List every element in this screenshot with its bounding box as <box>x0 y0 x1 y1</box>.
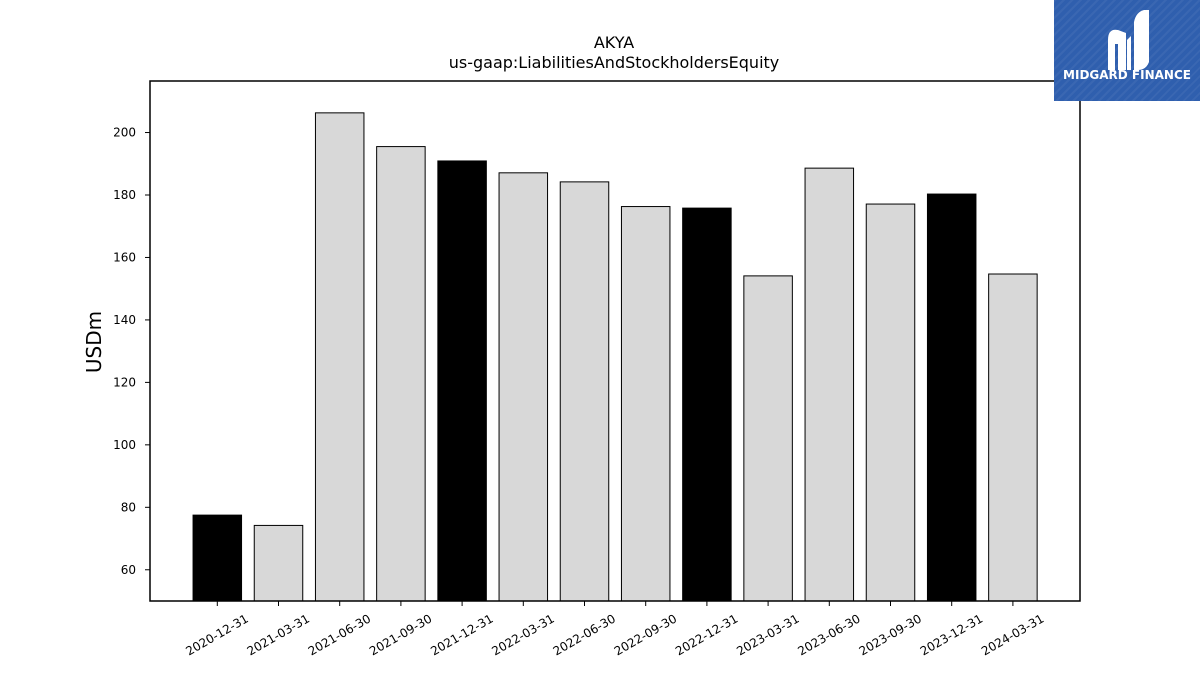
x-tick-label: 2023-03-31 <box>734 611 801 658</box>
y-tick-label: 120 <box>113 375 136 389</box>
x-tick-label: 2023-06-30 <box>795 611 862 658</box>
x-tick-label: 2022-12-31 <box>673 611 740 658</box>
bar-2023-09-30 <box>865 203 916 602</box>
y-axis-ticks: 60 80 100 120 140 160 180 200 <box>113 126 150 577</box>
bar-2022-12-31 <box>682 207 732 602</box>
bar-2021-06-30 <box>314 112 365 602</box>
x-axis-ticks: 2020-12-312021-03-312021-06-302021-09-30… <box>183 601 1046 658</box>
x-tick-label: 2022-06-30 <box>551 611 618 658</box>
y-tick-label: 160 <box>113 250 136 264</box>
y-tick-label: 200 <box>113 126 136 140</box>
plot-frame <box>149 80 1081 602</box>
chart-title: AKYA <box>594 33 634 52</box>
bar-2022-06-30 <box>559 181 610 602</box>
x-tick-label: 2022-09-30 <box>612 611 679 658</box>
x-tick-label: 2021-12-31 <box>428 611 495 658</box>
bars-group <box>192 112 1038 602</box>
bar-2021-03-31 <box>253 524 304 602</box>
x-tick-label: 2022-03-31 <box>489 611 556 658</box>
chart-subtitle: us-gaap:LiabilitiesAndStockholdersEquity <box>449 53 780 72</box>
x-tick-label: 2023-09-30 <box>857 611 924 658</box>
logo-text: MIDGARD FINANCE <box>1063 68 1191 82</box>
y-tick-label: 100 <box>113 438 136 452</box>
bar-2023-03-31 <box>743 275 793 602</box>
bar-2023-12-31 <box>926 193 977 602</box>
midgard-finance-logo: MIDGARD FINANCE <box>1054 0 1200 101</box>
x-tick-label: 2020-12-31 <box>183 611 250 658</box>
y-tick-label: 140 <box>113 313 136 327</box>
bar-2024-03-31 <box>988 273 1038 602</box>
midgard-m-logo-icon <box>1108 10 1149 70</box>
bar-2021-12-31 <box>437 160 487 602</box>
bar-2020-12-31 <box>192 514 243 602</box>
y-tick-label: 180 <box>113 188 136 202</box>
y-axis-label: USDm <box>82 311 106 373</box>
bar-2022-09-30 <box>620 206 671 602</box>
x-tick-label: 2023-12-31 <box>918 611 985 658</box>
x-tick-label: 2021-03-31 <box>245 611 312 658</box>
x-tick-label: 2024-03-31 <box>979 611 1046 658</box>
y-tick-label: 80 <box>121 500 136 514</box>
x-tick-label: 2021-09-30 <box>367 611 434 658</box>
x-tick-label: 2021-06-30 <box>306 611 373 658</box>
bar-2022-03-31 <box>498 172 549 602</box>
y-tick-label: 60 <box>121 563 136 577</box>
bar-2021-09-30 <box>376 146 426 602</box>
bar-2023-06-30 <box>804 167 855 602</box>
